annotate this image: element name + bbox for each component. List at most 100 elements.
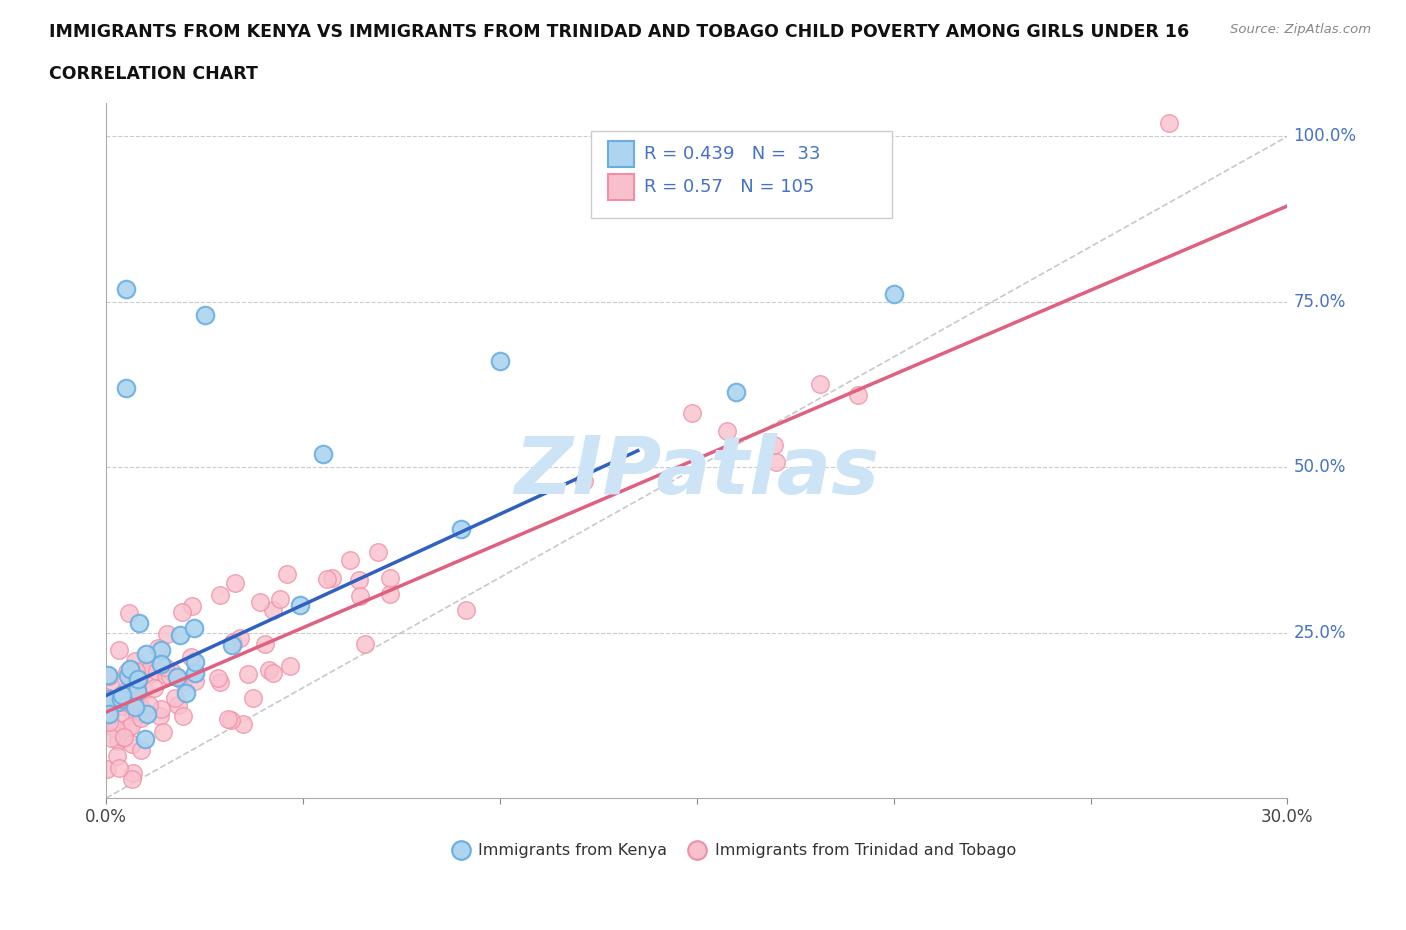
Point xyxy=(131,711,153,725)
Point xyxy=(107,695,129,710)
Point xyxy=(117,721,139,736)
Point xyxy=(207,671,229,685)
Point xyxy=(253,636,276,651)
Point xyxy=(150,643,173,658)
Point xyxy=(96,762,118,777)
Point xyxy=(257,662,280,677)
Text: Immigrants from Trinidad and Tobago: Immigrants from Trinidad and Tobago xyxy=(714,843,1015,857)
Point xyxy=(194,308,217,323)
Point xyxy=(221,638,243,653)
Point xyxy=(316,572,339,587)
Point xyxy=(312,446,335,461)
Point xyxy=(152,725,174,740)
Text: 25.0%: 25.0% xyxy=(1294,624,1346,642)
Point xyxy=(378,587,401,602)
Point xyxy=(128,616,150,631)
Point xyxy=(278,658,301,673)
Point xyxy=(98,676,121,691)
Point xyxy=(156,627,179,642)
Point xyxy=(105,749,128,764)
Point xyxy=(174,685,197,700)
Point xyxy=(149,702,172,717)
Point xyxy=(349,588,371,603)
Point xyxy=(142,681,165,696)
Point xyxy=(808,377,831,392)
Point xyxy=(846,388,869,403)
Point xyxy=(339,552,361,567)
Text: R = 0.439   N =  33: R = 0.439 N = 33 xyxy=(644,145,820,163)
Point xyxy=(107,643,129,658)
Point xyxy=(138,667,160,682)
Point xyxy=(136,707,159,722)
Point xyxy=(172,674,194,689)
Point xyxy=(883,286,905,301)
Point xyxy=(124,654,146,669)
Point xyxy=(127,684,149,698)
Point xyxy=(111,687,134,702)
Point xyxy=(132,662,155,677)
Point xyxy=(229,631,252,645)
Point xyxy=(1277,840,1299,855)
FancyBboxPatch shape xyxy=(591,131,891,218)
Point xyxy=(170,604,193,619)
Point xyxy=(208,588,231,603)
Point xyxy=(765,455,787,470)
Point xyxy=(180,649,202,664)
Point xyxy=(262,603,284,618)
Point xyxy=(117,694,139,709)
Point xyxy=(129,701,152,716)
Text: 50.0%: 50.0% xyxy=(1294,458,1346,476)
Point xyxy=(128,669,150,684)
Point xyxy=(166,670,188,684)
Point xyxy=(181,598,204,613)
Point xyxy=(98,669,121,684)
Point xyxy=(125,684,148,698)
Point xyxy=(160,665,183,680)
Point xyxy=(489,354,512,369)
Point xyxy=(165,690,187,705)
Point xyxy=(184,666,207,681)
Point xyxy=(120,661,142,676)
Point xyxy=(321,570,343,585)
Point xyxy=(108,760,131,775)
Text: Immigrants from Kenya: Immigrants from Kenya xyxy=(478,843,668,857)
Point xyxy=(101,720,124,735)
Point xyxy=(184,674,207,689)
Point xyxy=(125,664,148,679)
Point xyxy=(224,576,246,591)
Point xyxy=(456,603,478,618)
Point xyxy=(121,737,143,751)
Point xyxy=(276,566,298,581)
Point xyxy=(236,667,259,682)
Point xyxy=(159,669,181,684)
Point xyxy=(125,709,148,724)
Text: ZIPatlas: ZIPatlas xyxy=(515,432,879,511)
Point xyxy=(115,380,138,395)
Point xyxy=(128,694,150,709)
Point xyxy=(232,717,254,732)
FancyBboxPatch shape xyxy=(609,174,634,200)
Point xyxy=(107,734,129,749)
Point xyxy=(249,594,271,609)
Point xyxy=(124,696,146,711)
Point xyxy=(208,674,231,689)
Point xyxy=(354,636,377,651)
Point xyxy=(367,545,389,560)
Point xyxy=(100,731,122,746)
Point xyxy=(110,698,132,713)
Point xyxy=(148,640,170,655)
Point xyxy=(150,657,173,671)
Point xyxy=(117,681,139,696)
Point xyxy=(118,605,141,620)
Point xyxy=(134,731,156,746)
Point xyxy=(183,621,205,636)
Point xyxy=(121,766,143,781)
Point xyxy=(166,698,188,712)
Point xyxy=(219,713,242,728)
Point xyxy=(112,730,135,745)
Point xyxy=(117,668,139,683)
Point xyxy=(124,678,146,693)
FancyBboxPatch shape xyxy=(609,140,634,167)
Point xyxy=(110,693,132,708)
Point xyxy=(104,721,127,736)
